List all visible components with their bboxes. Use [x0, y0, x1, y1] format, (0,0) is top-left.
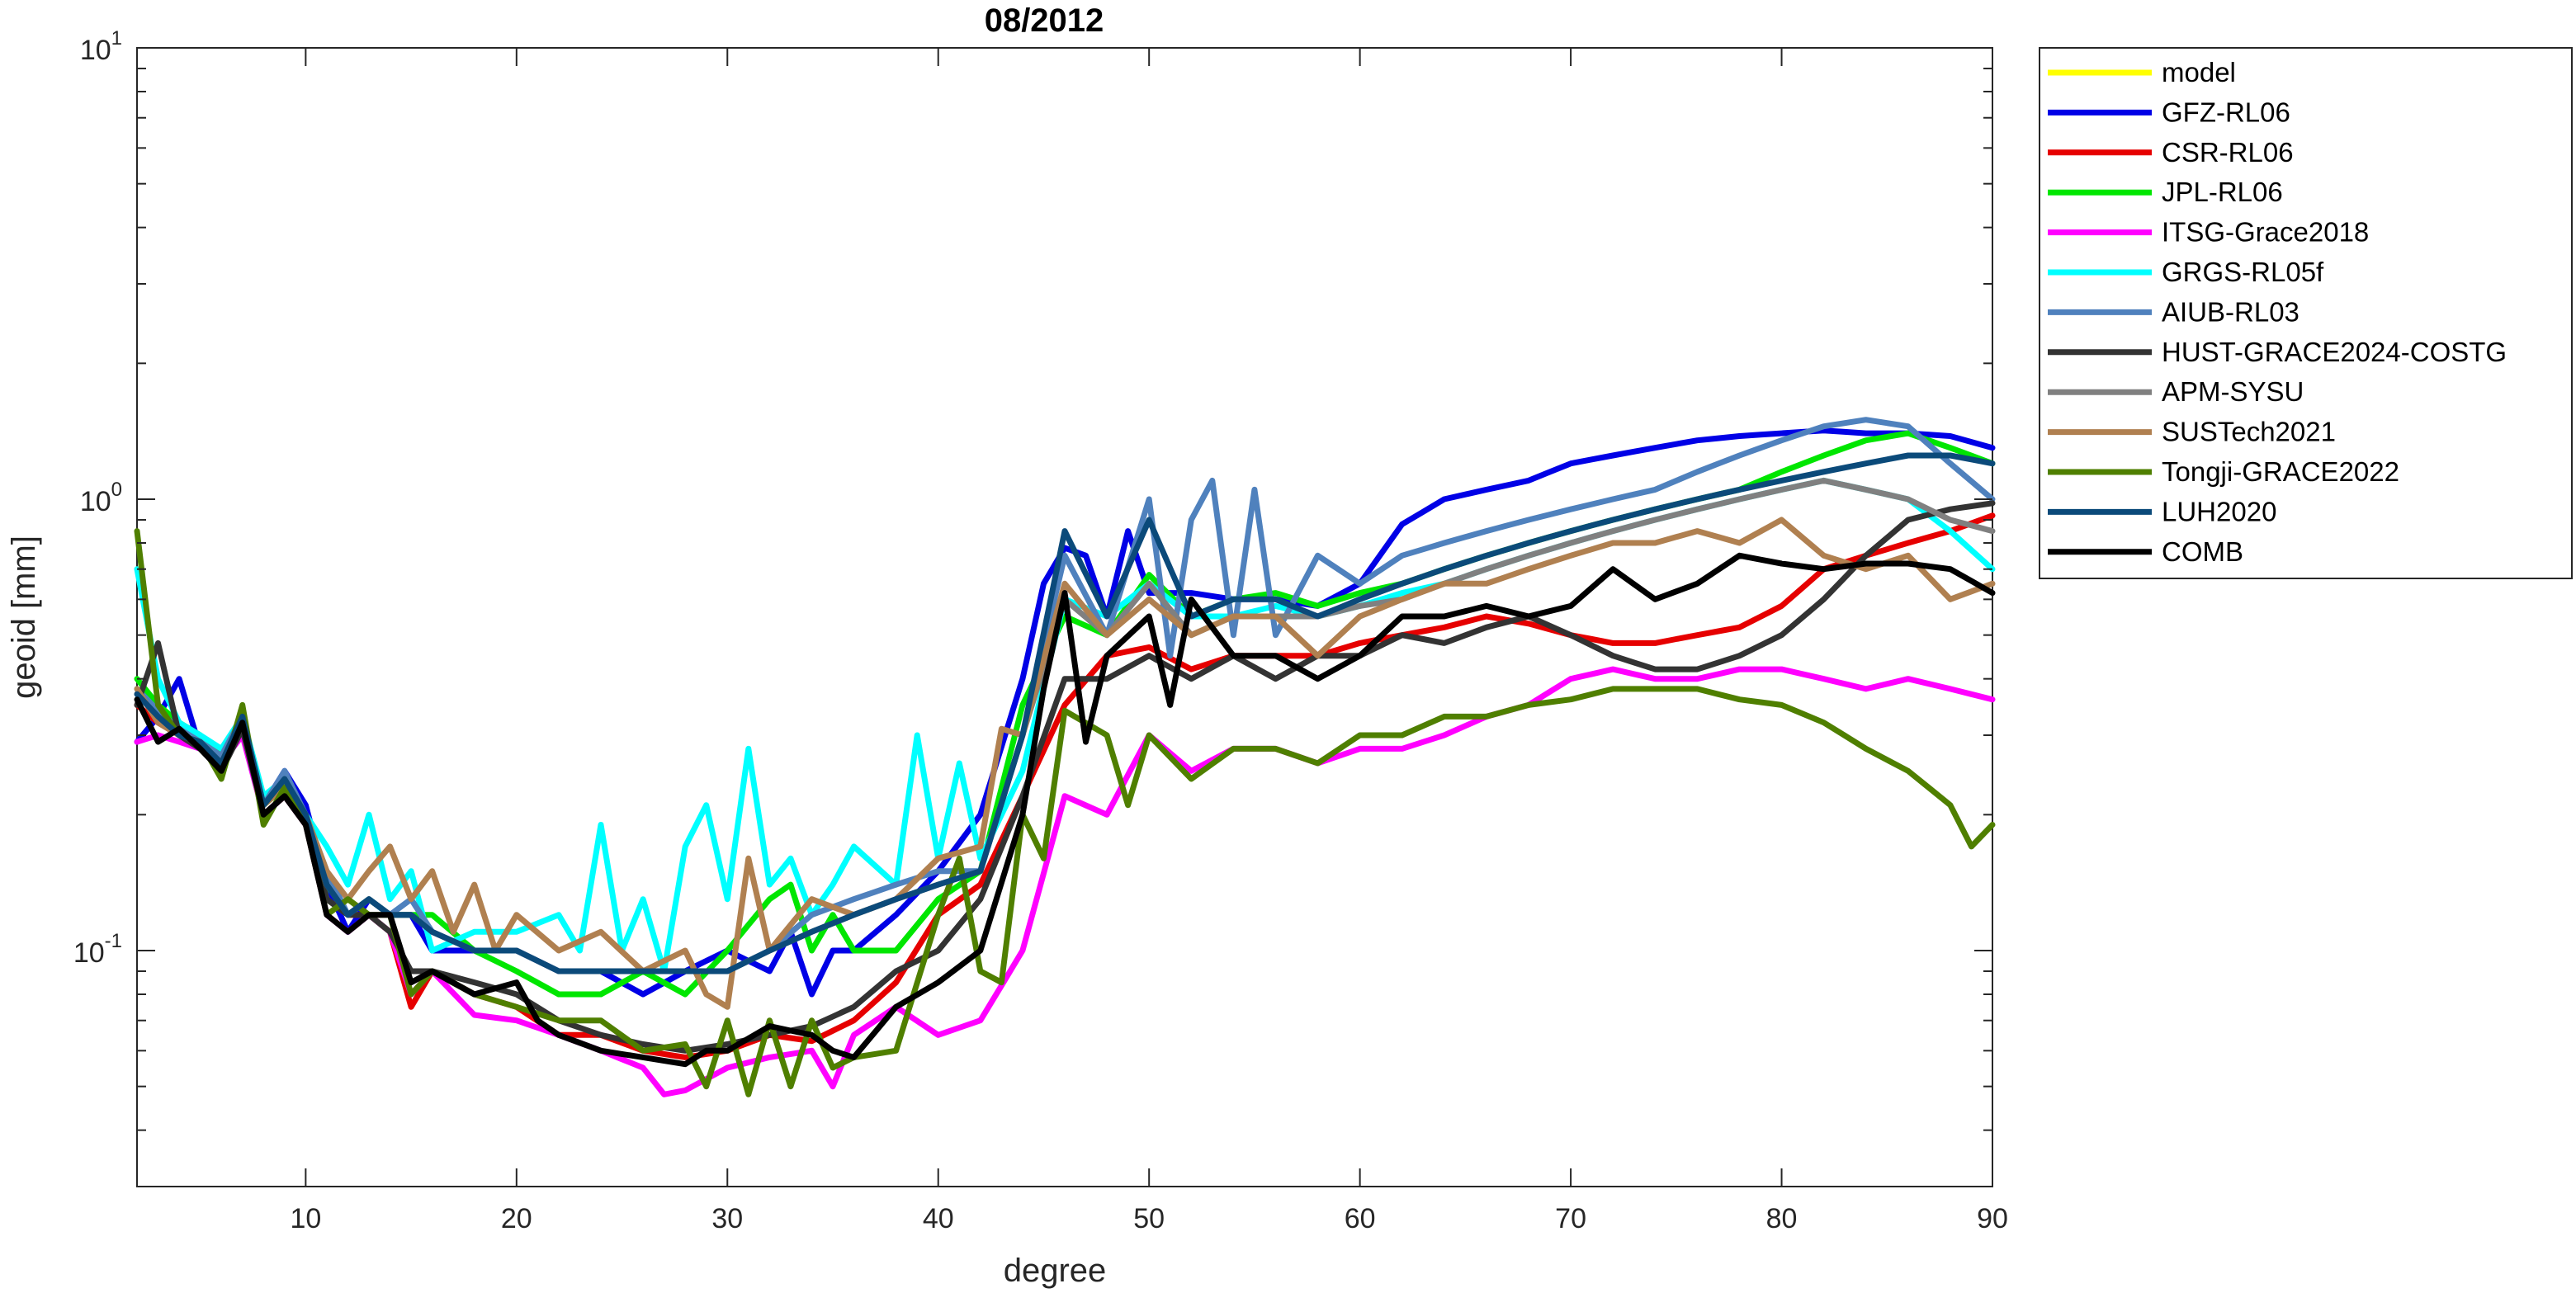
- chart-title: 08/2012: [985, 2, 1104, 39]
- legend-label-grgs-rl05f: GRGS-RL05f: [2162, 257, 2324, 287]
- x-axis-label: degree: [1004, 1253, 1107, 1289]
- y-axis-label: geoid [mm]: [6, 536, 42, 699]
- legend-label-itsg-grace2018: ITSG-Grace2018: [2162, 217, 2369, 248]
- series-line-gfz-rl06: [134, 427, 1996, 998]
- legend-label-model: model: [2162, 57, 2236, 87]
- legend-label-aiub-rl03: AIUB-RL03: [2162, 296, 2299, 327]
- legend-label-sustech2021: SUSTech2021: [2162, 417, 2336, 447]
- legend-label-comb: COMB: [2162, 536, 2243, 567]
- x-tick-label: 50: [1133, 1203, 1165, 1234]
- series-line-hust-grace2024-costg: [134, 500, 1996, 1054]
- y-axis-ticks: 10-1 100 101: [73, 27, 1992, 1187]
- series-layer: [134, 417, 1996, 1097]
- legend-label-hust-grace2024-costg: HUST-GRACE2024-COSTG: [2162, 337, 2507, 367]
- series-line-sustech2021: [134, 517, 1996, 1010]
- x-tick-label: 70: [1555, 1203, 1586, 1234]
- x-tick-label: 80: [1766, 1203, 1798, 1234]
- x-tick-label: 90: [1977, 1203, 2008, 1234]
- plot-area: 10 20 30 40 50 60 70 80 90 10-1 100 101: [73, 27, 2008, 1234]
- series-line-itsg-grace2018: [134, 666, 1996, 1097]
- x-tick-label: 10: [290, 1203, 321, 1234]
- y-tick-label: 101: [80, 27, 122, 66]
- x-tick-label: 40: [923, 1203, 954, 1234]
- legend-label-gfz-rl06: GFZ-RL06: [2162, 97, 2290, 127]
- legend-label-jpl-rl06: JPL-RL06: [2162, 177, 2283, 207]
- legend-label-tongji-grace2022: Tongji-GRACE2022: [2162, 456, 2399, 487]
- legend: model GFZ-RL06 CSR-RL06 JPL-RL06 ITSG-Grace2…: [2039, 47, 2573, 579]
- legend-label-csr-rl06: CSR-RL06: [2162, 137, 2294, 168]
- legend-label-apm-sysu: APM-SYSU: [2162, 376, 2304, 407]
- series-line-comb: [134, 552, 1996, 1068]
- series-line-luh2020: [134, 452, 1996, 974]
- legend-items: model GFZ-RL06 CSR-RL06 JPL-RL06 ITSG-Grace2…: [2048, 57, 2507, 567]
- x-tick-label: 20: [501, 1203, 532, 1234]
- x-tick-label: 30: [711, 1203, 743, 1234]
- x-axis-ticks: 10 20 30 40 50 60 70 80 90: [290, 48, 2008, 1234]
- y-tick-label: 10-1: [73, 930, 122, 969]
- y-tick-label: 100: [80, 479, 122, 517]
- x-tick-label: 60: [1345, 1203, 1376, 1234]
- legend-label-luh2020: LUH2020: [2162, 496, 2276, 526]
